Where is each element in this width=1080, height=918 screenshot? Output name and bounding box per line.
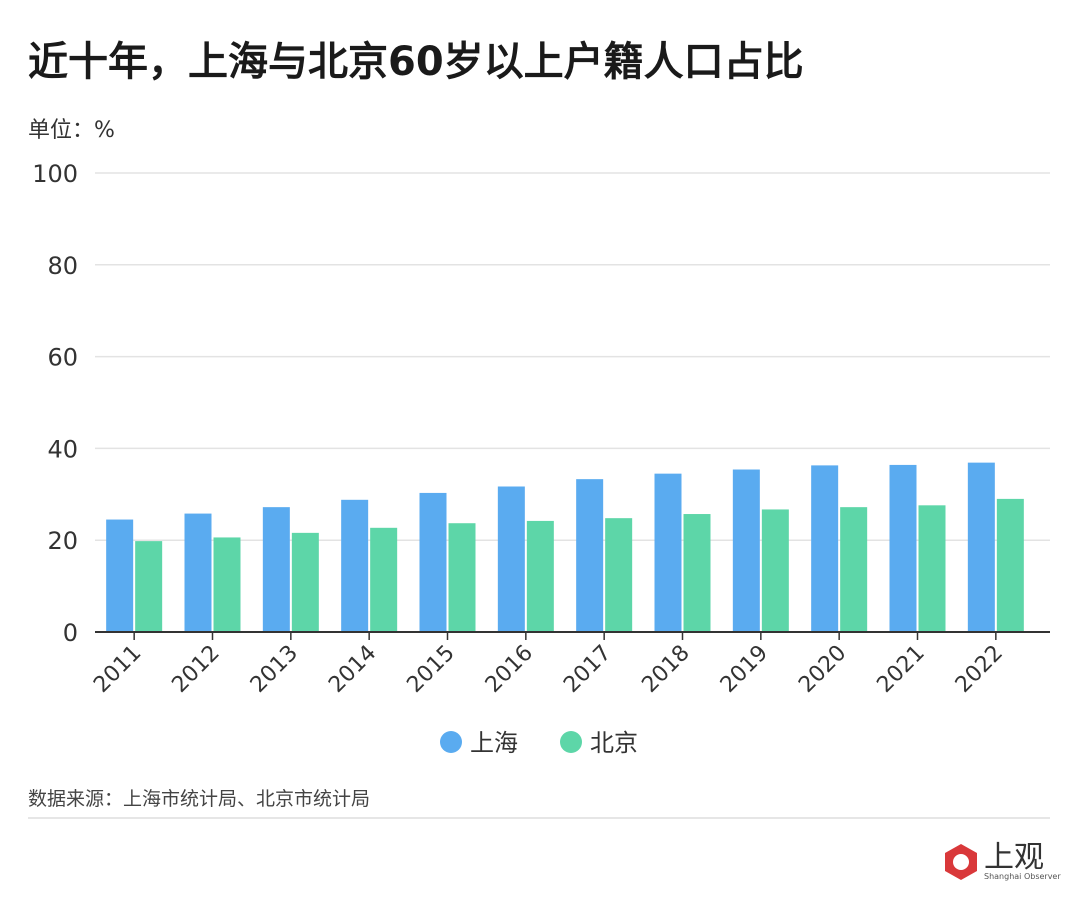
bar-shanghai-2017 bbox=[576, 479, 604, 632]
legend-label-beijing: 北京 bbox=[590, 729, 638, 757]
bar-beijing-2016 bbox=[526, 520, 554, 632]
bar-beijing-2018 bbox=[683, 514, 711, 632]
bar-shanghai-2012 bbox=[184, 513, 212, 632]
x-tick-label: 2017 bbox=[559, 641, 616, 698]
bar-shanghai-2020 bbox=[811, 465, 839, 632]
bar-beijing-2013 bbox=[291, 532, 319, 632]
bar-shanghai-2016 bbox=[497, 486, 525, 632]
bar-shanghai-2015 bbox=[419, 492, 447, 632]
bar-beijing-2015 bbox=[448, 523, 476, 632]
bar-shanghai-2021 bbox=[889, 464, 917, 632]
logo: 上观 Shanghai Observer bbox=[945, 840, 1061, 881]
bar-beijing-2011 bbox=[135, 541, 163, 632]
x-tick-label: 2021 bbox=[872, 641, 929, 698]
x-tick-label: 2011 bbox=[89, 641, 146, 698]
x-tick-label: 2014 bbox=[324, 641, 381, 698]
bar-beijing-2020 bbox=[840, 507, 868, 632]
bar-shanghai-2018 bbox=[654, 473, 682, 632]
legend: 上海 北京 bbox=[440, 729, 638, 757]
bar-shanghai-2022 bbox=[967, 462, 995, 632]
bar-beijing-2012 bbox=[213, 537, 241, 632]
bar-shanghai-2014 bbox=[341, 499, 369, 632]
y-tick-label: 100 bbox=[32, 160, 78, 188]
legend-marker-beijing bbox=[560, 731, 582, 753]
bar-shanghai-2011 bbox=[106, 519, 134, 632]
y-tick-label: 60 bbox=[47, 344, 78, 372]
x-tick-label: 2016 bbox=[481, 641, 538, 698]
bar-beijing-2017 bbox=[605, 518, 633, 632]
x-tick-label: 2018 bbox=[637, 641, 694, 698]
x-tick-label: 2019 bbox=[716, 641, 773, 698]
source-note: 数据来源：上海市统计局、北京市统计局 bbox=[28, 788, 370, 810]
logo-text-en: Shanghai Observer bbox=[984, 872, 1061, 881]
bar-beijing-2022 bbox=[996, 498, 1024, 632]
x-tick-label: 2015 bbox=[402, 641, 459, 698]
y-tick-label: 20 bbox=[47, 527, 78, 555]
logo-text-cn: 上观 bbox=[984, 840, 1044, 875]
legend-marker-shanghai bbox=[440, 731, 462, 753]
y-tick-label: 80 bbox=[47, 252, 78, 280]
x-tick-label: 2012 bbox=[167, 641, 224, 698]
unit-label: 单位：% bbox=[28, 118, 115, 143]
bar-beijing-2021 bbox=[918, 505, 946, 632]
x-tick-label: 2020 bbox=[794, 641, 851, 698]
y-tick-label: 40 bbox=[47, 435, 78, 463]
y-tick-label: 0 bbox=[63, 619, 78, 647]
legend-label-shanghai: 上海 bbox=[470, 729, 518, 757]
x-tick-label: 2022 bbox=[951, 641, 1008, 698]
chart-title: 近十年，上海与北京60岁以上户籍人口占比 bbox=[28, 39, 804, 85]
bar-shanghai-2013 bbox=[262, 507, 290, 632]
logo-hole bbox=[953, 854, 969, 870]
x-tick-label: 2013 bbox=[246, 641, 303, 698]
bar-beijing-2014 bbox=[370, 527, 398, 632]
bar-shanghai-2019 bbox=[732, 469, 760, 632]
bar-beijing-2019 bbox=[761, 509, 789, 632]
